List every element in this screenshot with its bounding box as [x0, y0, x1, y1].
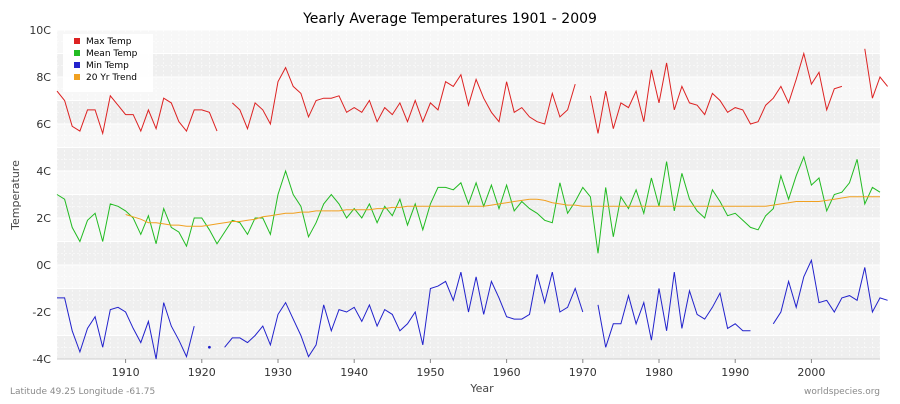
legend-label: 20 Yr Trend: [86, 73, 137, 83]
series-line: [224, 271, 584, 358]
x-tick-label: 1930: [264, 366, 292, 379]
grid-lines: [56, 29, 881, 360]
x-tick-label: 1950: [416, 366, 444, 379]
x-tick-label: 1940: [340, 366, 368, 379]
series-line: [597, 272, 751, 348]
legend: Max Temp Mean Temp Min Temp 20 Yr Trend: [63, 34, 153, 92]
legend-label: Max Temp: [86, 37, 132, 47]
plot-band: [57, 241, 880, 265]
series-line: [864, 48, 888, 99]
series-layer: [56, 48, 888, 360]
legend-label: Mean Temp: [86, 49, 138, 59]
x-tick-label: 1980: [645, 366, 673, 379]
y-tick-label: 4C: [36, 165, 51, 178]
x-tick-label: 1910: [112, 366, 140, 379]
plot-band: [57, 53, 880, 77]
series-max-temp: [56, 48, 888, 136]
x-tick-label: 2000: [797, 366, 825, 379]
series-20-yr-trend: [125, 196, 880, 227]
series-line: [231, 66, 576, 131]
series-line: [772, 258, 888, 325]
y-tick-label: 10C: [29, 24, 51, 37]
legend-swatch: [74, 38, 80, 44]
x-tick-label: 1990: [721, 366, 749, 379]
y-tick-label: 0C: [36, 259, 51, 272]
x-tick-label: 1960: [493, 366, 521, 379]
footer-credit: worldspecies.org: [804, 387, 880, 397]
y-axis-label: Temperature: [9, 160, 22, 231]
plot-band: [57, 288, 880, 312]
legend-swatch: [74, 50, 80, 56]
legend-label: Min Temp: [86, 61, 129, 71]
chart-title: Yearly Average Temperatures 1901 - 2009: [302, 11, 597, 27]
y-tick-label: 2C: [36, 212, 51, 225]
y-tick-label: 6C: [36, 118, 51, 131]
legend-swatch: [74, 62, 80, 68]
footer-location: Latitude 49.25 Longitude -61.75: [10, 387, 155, 397]
plot-band: [57, 77, 880, 101]
series-line: [57, 297, 195, 360]
legend-swatch: [74, 74, 80, 80]
x-axis-label: Year: [469, 382, 494, 395]
y-tick-label: 8C: [36, 71, 51, 84]
plot-band: [57, 265, 880, 289]
series-line: [125, 196, 880, 227]
y-tick-label: -4C: [32, 353, 51, 366]
y-tick-label: -2C: [32, 306, 51, 319]
series-min-temp: [57, 258, 888, 360]
x-tick-label: 1970: [569, 366, 597, 379]
x-axis-ticks: 1910 1920 1930 1940 1950 1960 1970 1980 1990 2000: [112, 359, 825, 379]
series-line: [589, 51, 843, 134]
series-point: [208, 345, 211, 349]
plot-band: [57, 30, 880, 54]
x-tick-label: 1920: [188, 366, 216, 379]
series-line: [56, 155, 881, 254]
y-axis-ticks: -4C -2C 0C 2C 4C 6C 8C 10C: [29, 24, 51, 366]
series-line: [56, 90, 218, 136]
series-mean-temp: [56, 155, 881, 254]
